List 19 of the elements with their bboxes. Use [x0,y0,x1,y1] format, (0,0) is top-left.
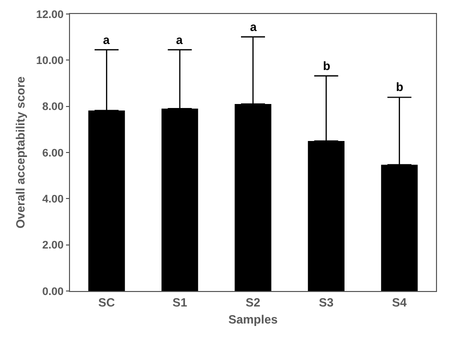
annotation: a [250,20,257,34]
x-tick-label: SC [98,296,116,310]
annotation: a [103,33,110,47]
y-tick-label: 10.00 [36,55,64,68]
y-tick-label: 0.00 [42,286,64,298]
y-tick-label: 2.00 [42,240,64,252]
x-tick-label: S2 [246,296,261,310]
annotation: a [176,33,183,47]
x-tick-label: S4 [392,296,408,310]
annotation: b [396,80,404,94]
y-tick-label: 12.00 [36,8,64,21]
x-tick-label: S1 [172,296,188,310]
x-axis-title: Samples [228,312,278,326]
x-tick-label: S3 [318,296,334,310]
y-tick-label: 6.00 [42,147,64,160]
y-axis-title: Overall acceptability score [13,76,28,229]
y-tick-label: 8.00 [42,101,64,114]
annotation: b [323,59,330,73]
y-tick-label: 4.00 [42,194,64,206]
